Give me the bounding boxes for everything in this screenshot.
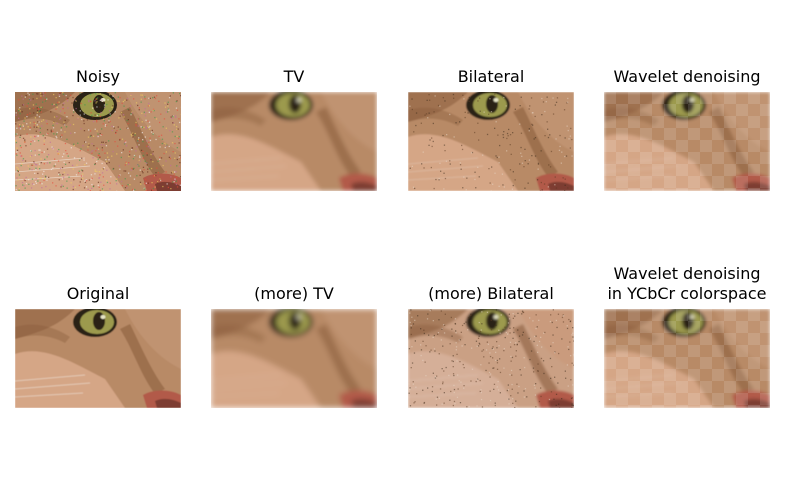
panel-image xyxy=(211,309,377,408)
panel-image xyxy=(15,309,181,408)
panel-title: Wavelet denoising xyxy=(584,67,790,87)
panel-title: (more) Bilateral xyxy=(388,284,594,304)
panel-image xyxy=(15,92,181,191)
cat-image-wavelet xyxy=(604,92,770,191)
panel-image xyxy=(604,92,770,191)
panel-title: Original xyxy=(0,284,201,304)
panel-title-line1: TV xyxy=(283,67,305,86)
cat-image-more-tv xyxy=(211,309,377,408)
panel-title: Noisy xyxy=(0,67,201,87)
panel-title-line1: (more) Bilateral xyxy=(428,284,554,303)
panel-image xyxy=(408,309,574,408)
panel-image xyxy=(211,92,377,191)
panel-title-line1: Wavelet denoising xyxy=(613,264,761,283)
panel-title: Bilateral xyxy=(388,67,594,87)
panel-title-line1: Bilateral xyxy=(457,67,525,86)
panel-title-line1: Noisy xyxy=(75,67,120,86)
cat-image-more-bilateral xyxy=(408,309,574,408)
panel-title: (more) TV xyxy=(191,284,397,304)
panel-title-line2: in YCbCr colorspace xyxy=(607,284,767,303)
panel-image xyxy=(604,309,770,408)
panel-title-line1: (more) TV xyxy=(254,284,334,303)
cat-image-bilateral xyxy=(408,92,574,191)
cat-image-noisy xyxy=(15,92,181,191)
panel-title: TV xyxy=(191,67,397,87)
cat-image-original xyxy=(15,309,181,408)
panel-image xyxy=(408,92,574,191)
cat-image-tv xyxy=(211,92,377,191)
panel-title-line1: Wavelet denoising xyxy=(613,67,761,86)
panel-title: Wavelet denoising in YCbCr colorspace xyxy=(584,264,790,304)
panel-title-line1: Original xyxy=(66,284,130,303)
cat-image-wavelet-ycbcr xyxy=(604,309,770,408)
